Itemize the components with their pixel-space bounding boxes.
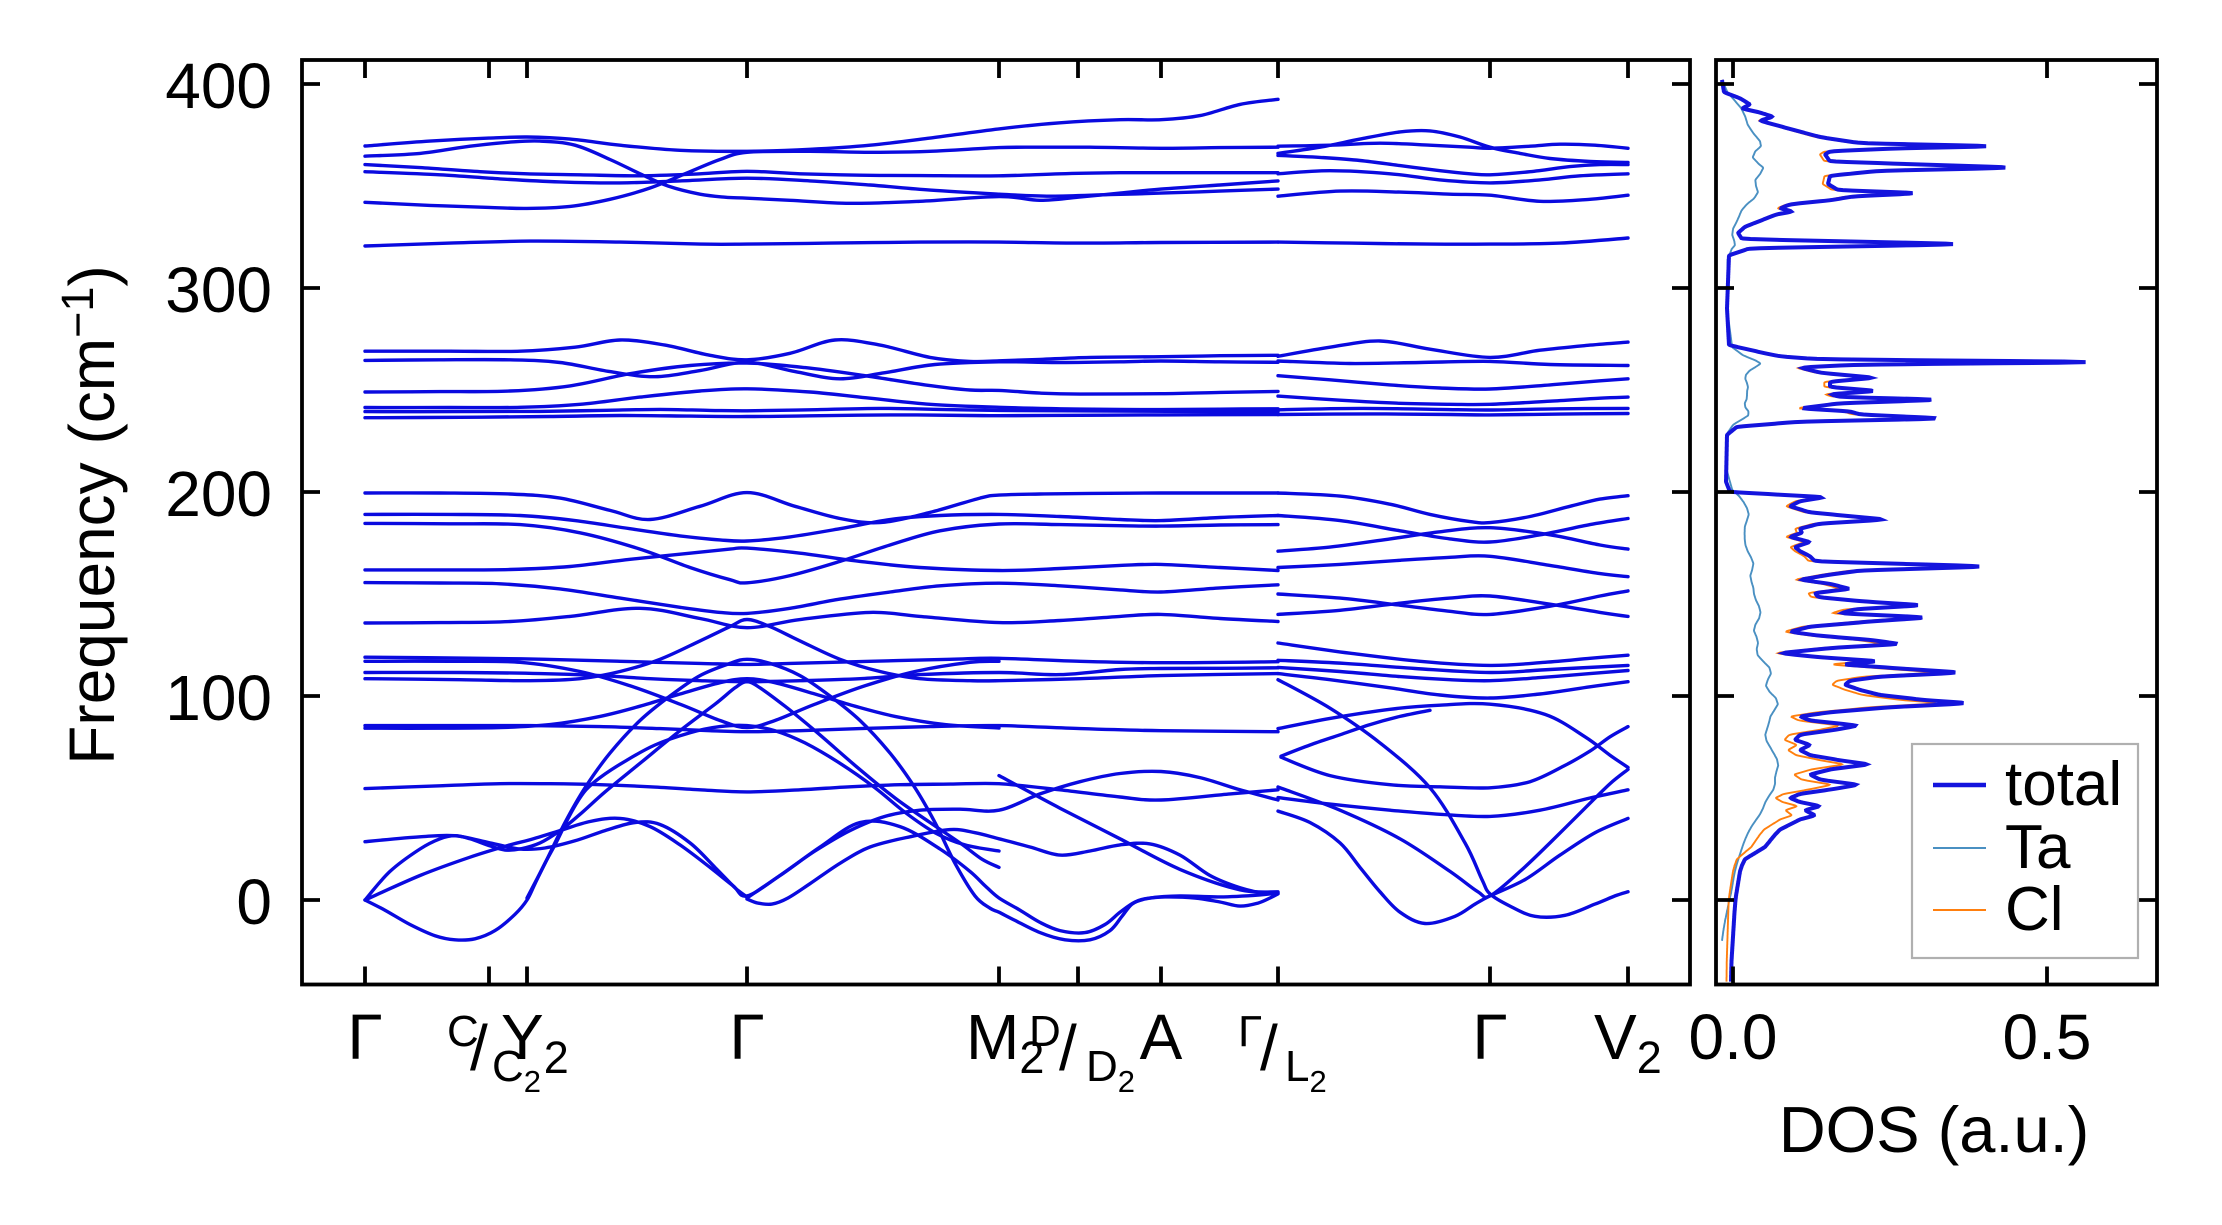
svg-text:300: 300 [165,254,272,326]
svg-text:Γ: Γ [1238,1007,1262,1056]
svg-text:0.5: 0.5 [2003,1001,2092,1073]
svg-text:200: 200 [165,458,272,530]
svg-text:400: 400 [165,50,272,122]
svg-text:Cl: Cl [2005,875,2064,944]
svg-text:total: total [2005,750,2122,819]
svg-text:A: A [1140,1001,1183,1073]
svg-text:Γ: Γ [729,1001,764,1073]
svg-text:/: / [1260,1012,1278,1084]
svg-text:Γ: Γ [347,1001,382,1073]
svg-text:/: / [470,1012,488,1084]
svg-text:Frequency (cm−1): Frequency (cm−1) [52,265,128,764]
svg-text:Γ: Γ [1472,1001,1507,1073]
svg-text:M2: M2 [966,1001,1044,1083]
svg-text:0.0: 0.0 [1689,1001,1778,1073]
svg-text:0: 0 [236,866,272,938]
svg-text:/: / [1059,1012,1077,1084]
svg-text:C: C [447,1007,479,1056]
svg-text:100: 100 [165,662,272,734]
svg-text:Ta: Ta [2005,813,2071,882]
svg-text:D: D [1029,1007,1061,1056]
svg-text:DOS (a.u.): DOS (a.u.) [1779,1093,2090,1166]
